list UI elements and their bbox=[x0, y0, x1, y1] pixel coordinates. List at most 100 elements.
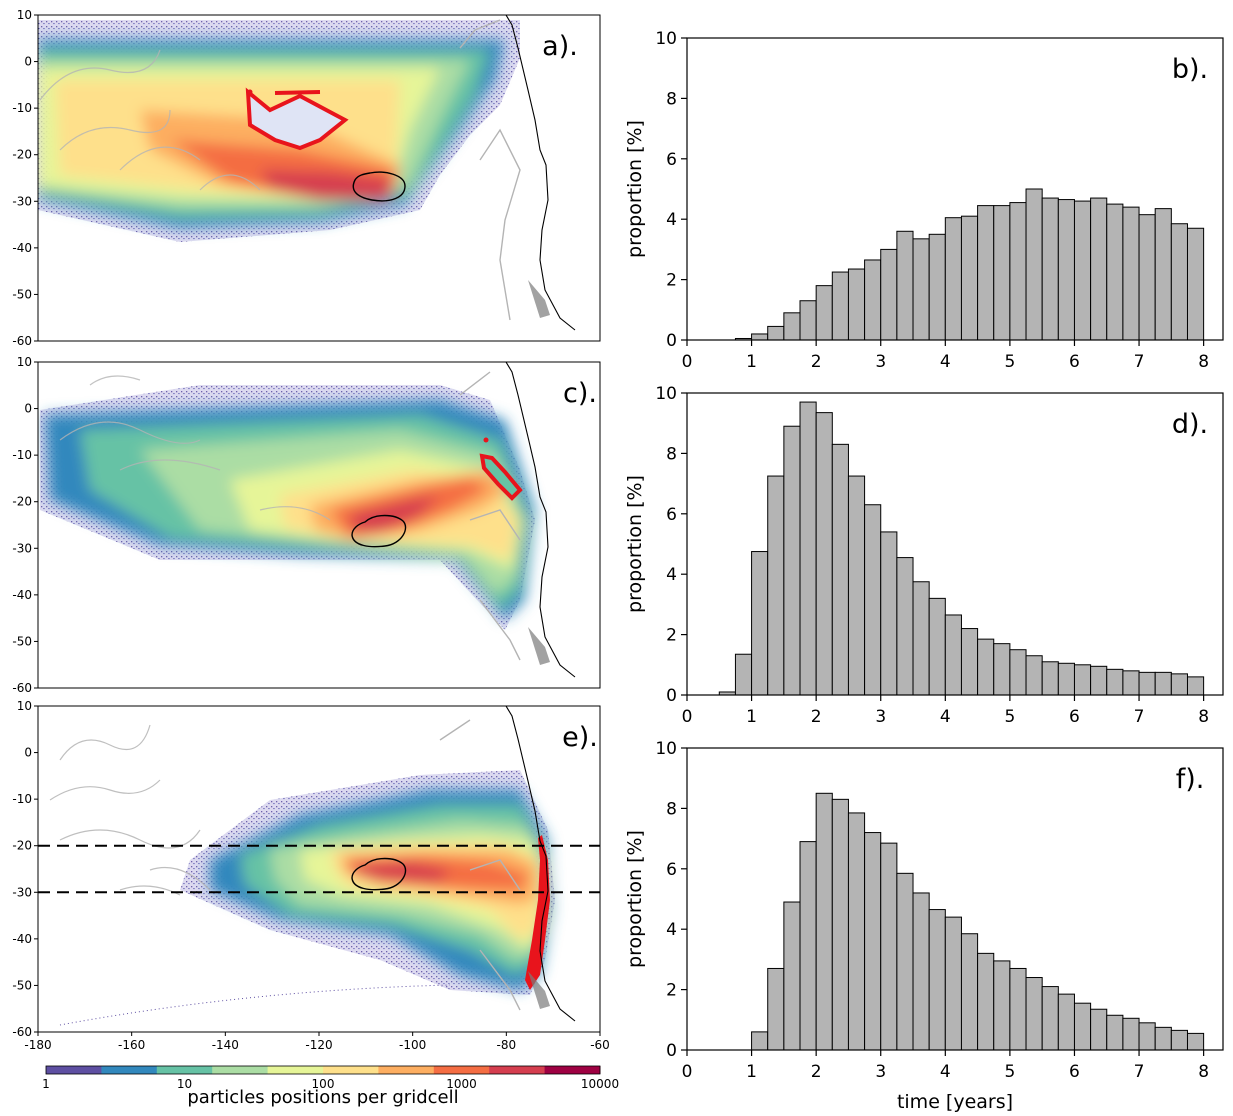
y-tick-label: 6 bbox=[666, 860, 677, 880]
histogram-bar bbox=[751, 333, 769, 341]
histogram-bar bbox=[815, 412, 833, 696]
y-tick-label: 2 bbox=[666, 271, 677, 291]
y-tick-label: 8 bbox=[666, 799, 677, 819]
colorbar-swatch bbox=[267, 1066, 324, 1074]
lat-ticks-a: 10 0 -10 -20 -30 -40 -50 -60 bbox=[12, 8, 38, 348]
x-tick-label: 6 bbox=[1069, 707, 1080, 727]
histogram-bar bbox=[799, 841, 817, 1051]
histogram-bar bbox=[1122, 670, 1140, 696]
histogram-panel-b: 0 1 2 3 4 5 6 7 8 0 2 4 6 8 10 proportion [%] b). bbox=[624, 29, 1224, 372]
histogram-bar bbox=[1041, 197, 1059, 341]
x-tick-label: 0 bbox=[682, 1062, 693, 1082]
x-tick-label: 6 bbox=[1069, 1062, 1080, 1082]
histogram-panel-d: 0 1 2 3 4 5 6 7 8 0 2 4 6 8 10 proportion [%] d). bbox=[624, 384, 1224, 727]
colorbar-swatch bbox=[101, 1066, 158, 1074]
lat-tick-label: -40 bbox=[12, 588, 32, 602]
release-area-e bbox=[525, 835, 550, 990]
lat-tick-label: -50 bbox=[12, 978, 32, 992]
x-tick-label: 3 bbox=[875, 1062, 886, 1082]
panel-label-a: a). bbox=[542, 31, 578, 62]
y-tick-label: 2 bbox=[666, 981, 677, 1001]
map-panel-c: c). 10 0 -10 -20 -30 -40 -50 -60 bbox=[12, 355, 601, 695]
histogram-bar bbox=[993, 960, 1011, 1051]
y-tick-label: 10 bbox=[655, 29, 677, 49]
y-tick-label: 0 bbox=[666, 686, 677, 706]
histogram-bar bbox=[1186, 227, 1205, 341]
x-tick-label: 1 bbox=[746, 1062, 757, 1082]
target-region-a bbox=[352, 171, 406, 202]
coastline-a bbox=[505, 15, 576, 331]
histogram-frame bbox=[686, 392, 1224, 696]
colorbar-label: particles positions per gridcell bbox=[187, 1087, 458, 1108]
x-tick-label: 0 bbox=[682, 707, 693, 727]
y-tick-label: 0 bbox=[666, 331, 677, 351]
histogram-bar bbox=[1090, 197, 1108, 341]
histogram-bar bbox=[1090, 1008, 1108, 1051]
lon-ticks: -180 -160 -140 -120 -100 -80 -60 bbox=[24, 1032, 610, 1052]
colorbar: 1 10 100 1000 10000 particles positions per … bbox=[42, 1065, 619, 1108]
y-tick-label: 4 bbox=[666, 565, 677, 585]
lon-tick-label: -180 bbox=[24, 1038, 51, 1052]
x-tick-label: 8 bbox=[1198, 1062, 1209, 1082]
histogram-frame bbox=[686, 37, 1224, 341]
histogram-bar bbox=[1025, 977, 1043, 1051]
histogram-bar bbox=[864, 504, 882, 696]
histogram-bar bbox=[880, 531, 898, 696]
colorbar-swatch bbox=[433, 1066, 490, 1074]
histogram-bar bbox=[1057, 199, 1075, 341]
histogram-bar bbox=[1138, 671, 1156, 696]
y-tick-label: 6 bbox=[666, 150, 677, 170]
histogram-bar bbox=[1122, 206, 1140, 341]
histogram-bar bbox=[847, 268, 866, 341]
y-tick-label: 6 bbox=[666, 505, 677, 525]
lat-tick-label: -20 bbox=[12, 495, 32, 509]
histogram-bar bbox=[751, 551, 769, 696]
histogram-bar bbox=[1009, 202, 1027, 341]
histogram-bar bbox=[944, 217, 962, 341]
lat-tick-label: -60 bbox=[12, 334, 32, 348]
histogram-bar bbox=[977, 952, 995, 1051]
lat-tick-label: -10 bbox=[12, 101, 32, 115]
density-field-e bbox=[49, 706, 576, 1026]
histogram-bar bbox=[960, 215, 979, 341]
lon-tick-label: -80 bbox=[497, 1038, 517, 1052]
x-tick-label: 2 bbox=[811, 352, 822, 372]
histogram-bar bbox=[783, 312, 801, 341]
histogram-bar bbox=[767, 475, 785, 696]
colorbar-ticks: 1 10 100 1000 10000 bbox=[42, 1077, 619, 1091]
histogram-bar bbox=[993, 205, 1011, 341]
lat-tick-label: -40 bbox=[12, 932, 32, 946]
colorbar-swatch bbox=[212, 1066, 269, 1074]
histogram-bar bbox=[977, 205, 995, 341]
lat-tick-label: -20 bbox=[12, 839, 32, 853]
x-tick-label: 7 bbox=[1134, 707, 1145, 727]
lon-tick-label: -60 bbox=[590, 1038, 610, 1052]
lon-tick-label: -120 bbox=[305, 1038, 332, 1052]
histogram-bar bbox=[864, 259, 882, 341]
target-region-e bbox=[351, 857, 407, 891]
histogram-bar bbox=[1186, 676, 1205, 696]
x-tick-label: 5 bbox=[1004, 707, 1015, 727]
colorbar-swatch bbox=[544, 1066, 601, 1074]
x-tick-label: 1 bbox=[746, 352, 757, 372]
colorbar-tick-label: 10 bbox=[177, 1077, 192, 1091]
histogram-bar bbox=[1073, 1002, 1092, 1051]
colorbar-tick-label: 100 bbox=[312, 1077, 335, 1091]
lat-ticks-e: 10 0 -10 -20 -30 -40 -50 -60 bbox=[12, 699, 38, 1039]
colorbar-tick-label: 1 bbox=[42, 1077, 50, 1091]
histogram-bar bbox=[1170, 223, 1188, 341]
panel-label: d). bbox=[1172, 409, 1208, 440]
y-tick-label: 4 bbox=[666, 210, 677, 230]
histogram-bar bbox=[1106, 1014, 1124, 1051]
x-tick-label: 2 bbox=[811, 707, 822, 727]
y-tick-label: 10 bbox=[655, 739, 677, 759]
lon-tick-label: -100 bbox=[399, 1038, 426, 1052]
y-tick-label: 2 bbox=[666, 626, 677, 646]
histogram-frame bbox=[686, 747, 1224, 1051]
density-field-c bbox=[40, 362, 576, 678]
lat-tick-label: 0 bbox=[24, 55, 32, 69]
histogram-bar bbox=[912, 581, 930, 696]
histogram-bar bbox=[1009, 967, 1027, 1051]
panel-label-e: e). bbox=[562, 722, 598, 753]
